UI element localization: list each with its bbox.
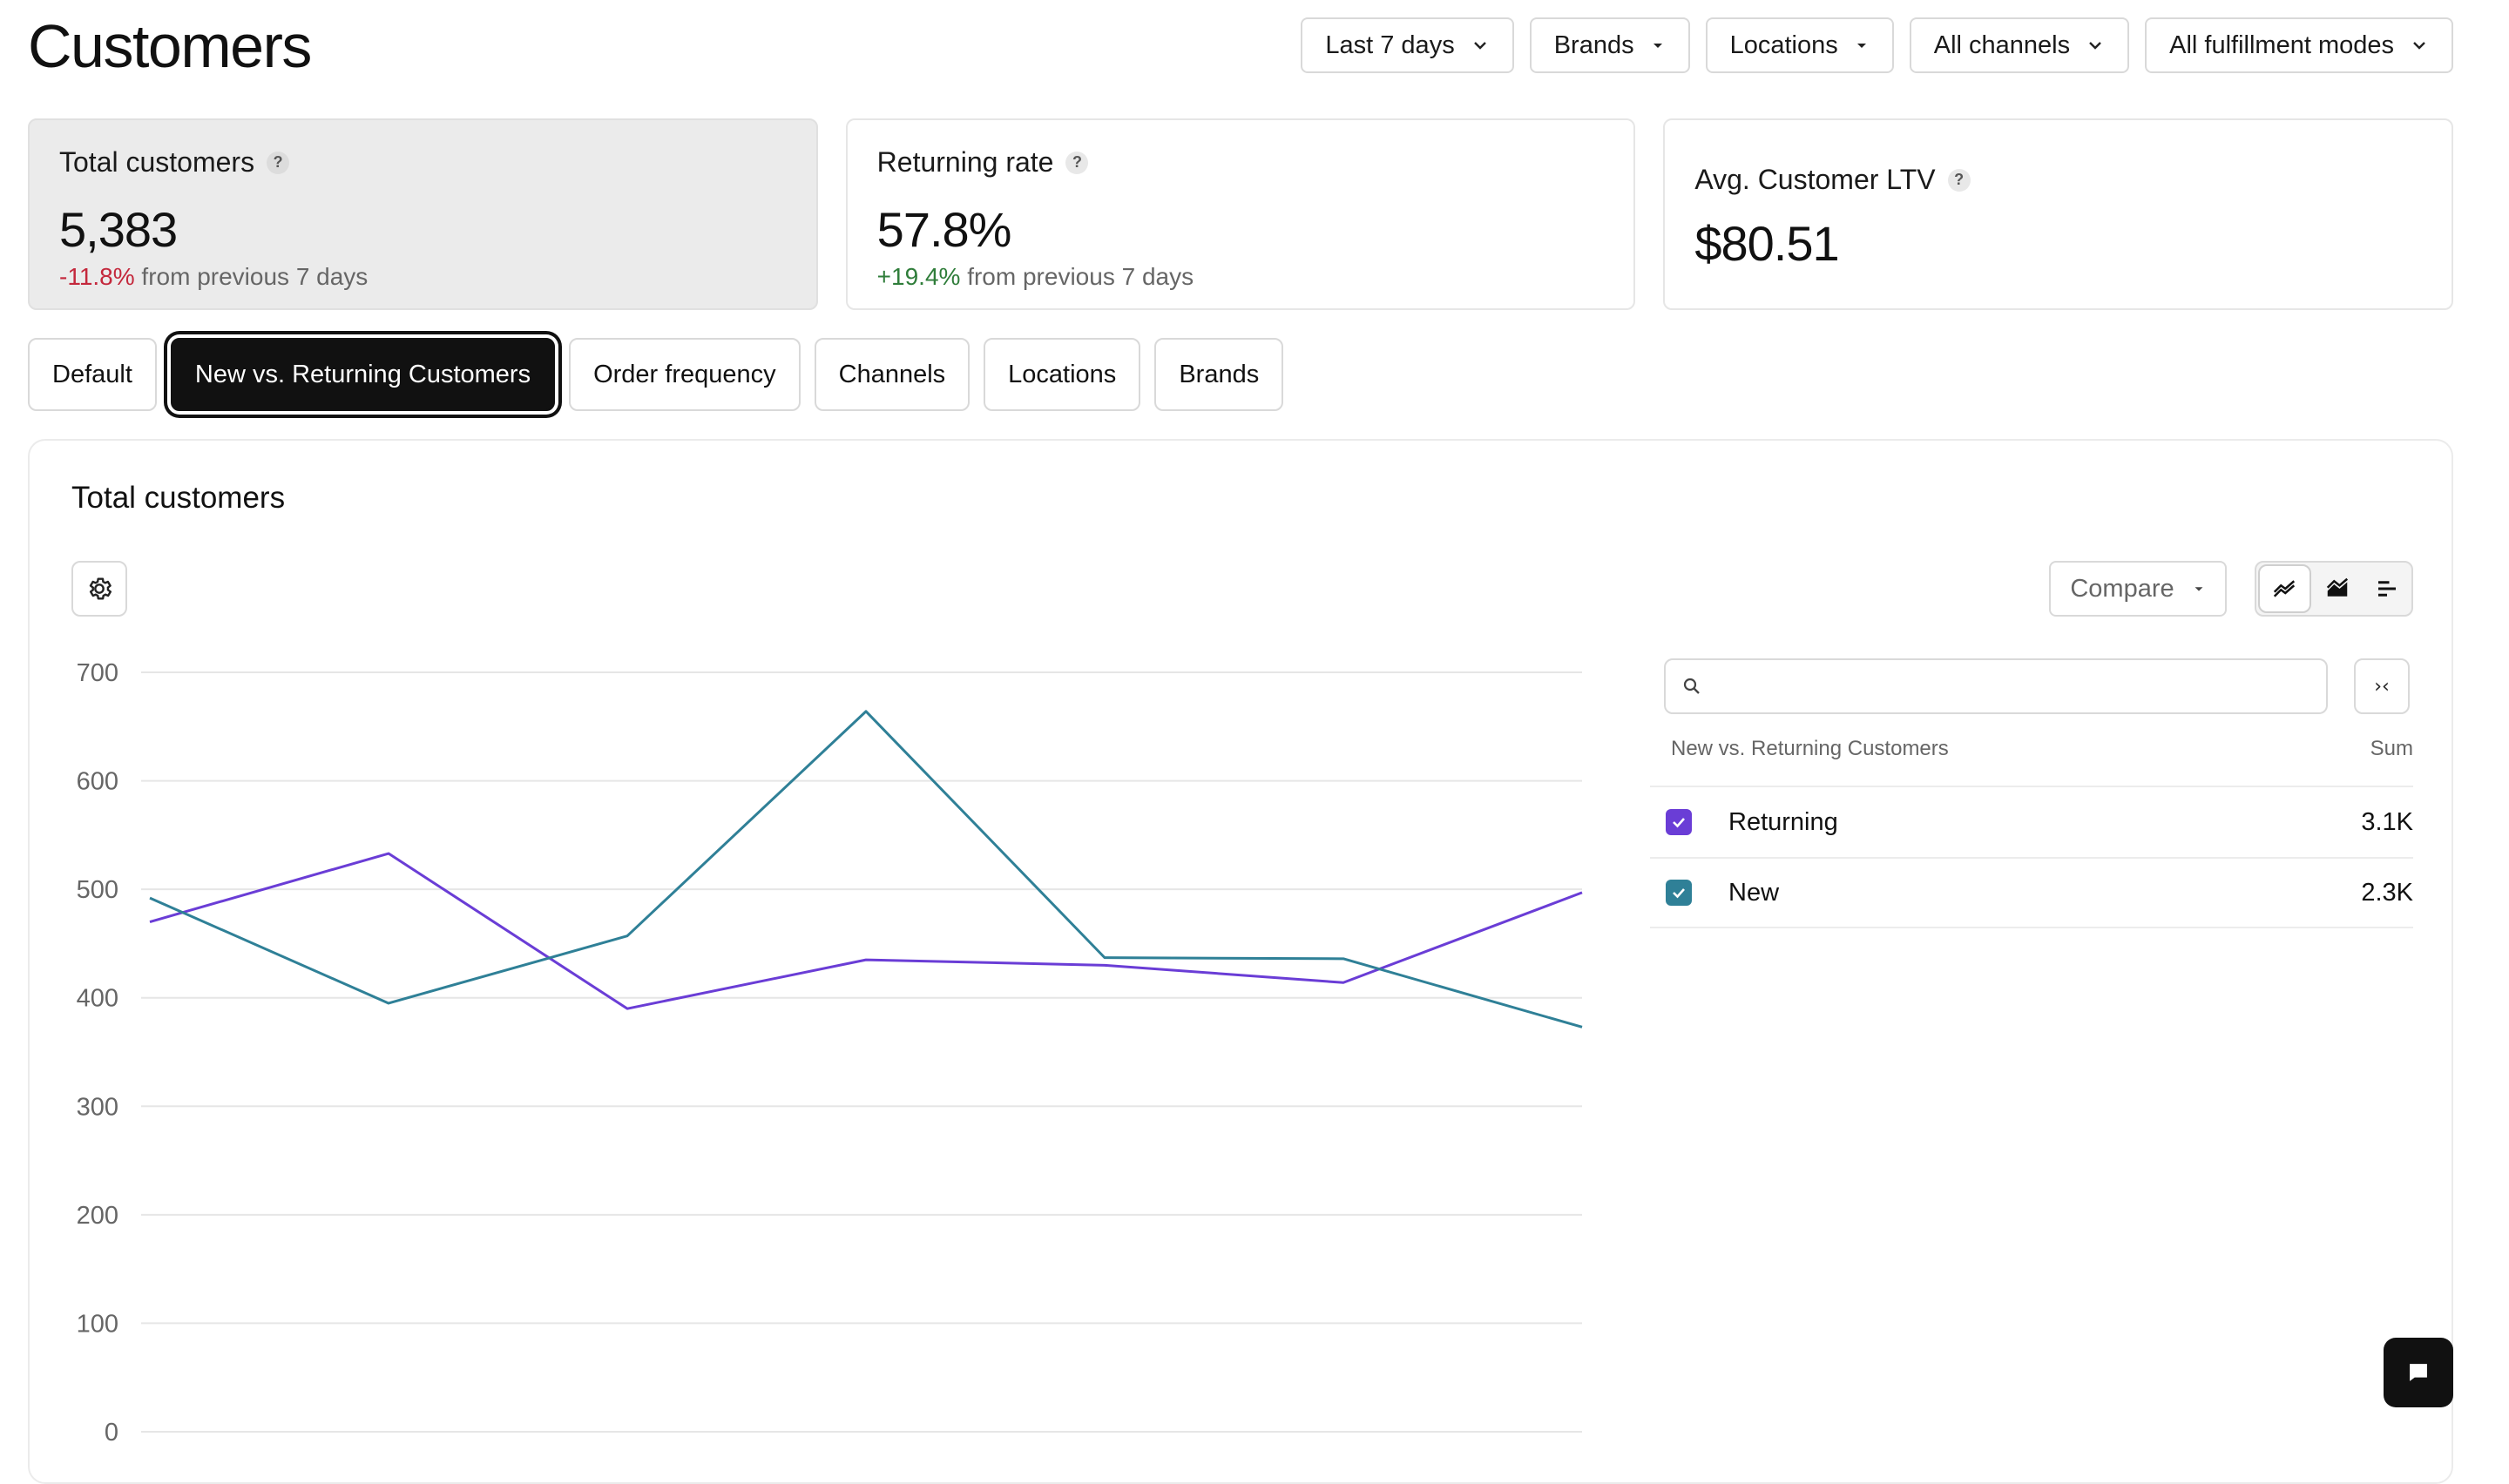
legend-search-input[interactable] <box>1716 660 2326 712</box>
area-chart-option[interactable] <box>2313 563 2363 615</box>
caret-down-icon <box>1653 44 1662 48</box>
bar-chart-option[interactable] <box>2362 563 2411 615</box>
legend-search[interactable] <box>1664 658 2328 714</box>
tab-order-frequency[interactable]: Order frequency <box>569 338 801 411</box>
locations-filter[interactable]: Locations <box>1705 17 1894 73</box>
tab-locations[interactable]: Locations <box>984 338 1141 411</box>
delta-text: from previous 7 days <box>967 263 1194 290</box>
card-title-row: Returning rate ? <box>877 146 1605 179</box>
returning-checkbox[interactable] <box>1666 809 1692 835</box>
delta-value: -11.8% <box>59 263 135 290</box>
card-value: $80.51 <box>1694 216 1839 271</box>
kpi-cards: Total customers ? 5,383 -11.8% from prev… <box>28 118 2454 310</box>
card-title: Total customers <box>59 146 255 178</box>
filter-label: All fulfillment modes <box>2169 30 2394 59</box>
help-icon[interactable]: ? <box>267 151 290 174</box>
avg-ltv-card[interactable]: Avg. Customer LTV ? $80.51 <box>1663 118 2454 310</box>
card-delta-row: +19.4% from previous 7 days <box>877 263 1605 291</box>
chat-button[interactable] <box>2384 1338 2453 1407</box>
legend-table: Returning 3.1K New 2.3K <box>1650 786 2413 928</box>
card-value: 57.8% <box>876 202 1012 257</box>
y-tick-label: 400 <box>77 985 118 1013</box>
tab-channels[interactable]: Channels <box>814 338 970 411</box>
panel-title: Total customers <box>71 481 286 515</box>
y-tick-label: 200 <box>77 1202 118 1230</box>
area-chart-icon <box>2326 577 2349 597</box>
card-title-row: Total customers ? <box>59 146 787 179</box>
y-tick-label: 0 <box>105 1419 118 1447</box>
page-title: Customers <box>28 12 312 80</box>
legend-label: New <box>1728 878 1780 907</box>
series-line-returning[interactable] <box>149 852 1583 1010</box>
y-tick-label: 500 <box>77 876 118 904</box>
filter-label: Brands <box>1553 30 1634 59</box>
card-delta-row: -11.8% from previous 7 days <box>59 263 787 291</box>
date-range-filter[interactable]: Last 7 days <box>1301 17 1514 73</box>
line-chart-icon <box>2274 580 2296 597</box>
caret-down-icon <box>1856 44 1866 48</box>
line-chart: 0 100 200 300 400 500 600 700 <box>77 659 1583 1447</box>
chevron-down-icon <box>2413 42 2425 50</box>
tab-new-vs-returning[interactable]: New vs. Returning Customers <box>170 338 556 411</box>
tab-default[interactable]: Default <box>28 338 157 411</box>
compare-label: Compare <box>2070 574 2174 603</box>
tab-brands[interactable]: Brands <box>1154 338 1284 411</box>
check-icon <box>1673 888 1685 899</box>
help-icon[interactable]: ? <box>1065 151 1089 174</box>
fulfillment-filter[interactable]: All fulfillment modes <box>2145 17 2453 73</box>
line-chart-option[interactable] <box>2258 564 2311 613</box>
chart-type-toggle <box>2255 561 2413 617</box>
caret-down-icon <box>2195 587 2203 591</box>
channels-filter[interactable]: All channels <box>1909 17 2130 73</box>
delta-value: +19.4% <box>876 263 961 290</box>
card-title-row: Avg. Customer LTV ? <box>1694 164 2422 196</box>
legend-header-name: New vs. Returning Customers <box>1671 737 1949 760</box>
legend-header: New vs. Returning Customers Sum <box>1671 737 2413 761</box>
card-title: Avg. Customer LTV <box>1694 164 1936 195</box>
legend-sum: 2.3K <box>2361 878 2413 907</box>
collapse-legend-button[interactable]: ›‹ <box>2354 658 2410 714</box>
legend-row-returning[interactable]: Returning 3.1K <box>1650 786 2413 857</box>
legend-row-new[interactable]: New 2.3K <box>1650 857 2413 928</box>
new-checkbox[interactable] <box>1666 880 1692 906</box>
horizontal-bar-icon <box>2377 581 2396 597</box>
filter-label: Last 7 days <box>1325 30 1455 59</box>
check-icon <box>1673 818 1685 828</box>
search-icon <box>1683 678 1700 694</box>
compare-button[interactable]: Compare <box>2049 561 2227 617</box>
y-tick-label: 600 <box>77 768 118 796</box>
y-tick-label: 100 <box>77 1310 118 1338</box>
brands-filter[interactable]: Brands <box>1529 17 1690 73</box>
delta-text: from previous 7 days <box>141 263 369 290</box>
report-tabs: Default New vs. Returning Customers Orde… <box>28 338 1284 411</box>
filter-label: Locations <box>1729 30 1838 59</box>
y-tick-label: 300 <box>77 1093 118 1121</box>
series-line-new[interactable] <box>149 710 1583 1029</box>
chevron-down-icon <box>2089 42 2101 50</box>
filter-label: All channels <box>1933 30 2071 59</box>
chart-settings-button[interactable] <box>71 561 127 617</box>
card-value: 5,383 <box>59 202 178 257</box>
legend-label: Returning <box>1728 807 1838 836</box>
legend-sum: 3.1K <box>2361 807 2413 836</box>
chart-panel: Total customers Compare 0 100 200 300 400 500… <box>28 439 2453 1484</box>
chevron-down-icon <box>1473 42 1486 50</box>
filter-bar: Last 7 days Brands Locations All channel… <box>1301 17 2453 73</box>
gear-icon <box>89 577 112 600</box>
help-icon[interactable]: ? <box>1947 168 1971 192</box>
card-title: Returning rate <box>876 146 1054 178</box>
total-customers-card[interactable]: Total customers ? 5,383 -11.8% from prev… <box>28 118 818 310</box>
y-tick-label: 700 <box>77 659 118 687</box>
returning-rate-card[interactable]: Returning rate ? 57.8% +19.4% from previ… <box>845 118 1636 310</box>
legend-header-sum: Sum <box>2370 737 2413 760</box>
chat-bubble-icon <box>2410 1364 2427 1381</box>
